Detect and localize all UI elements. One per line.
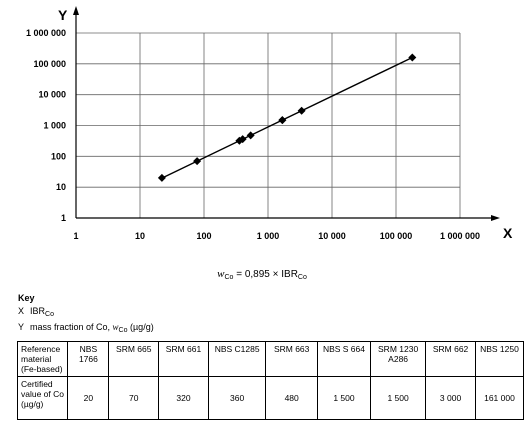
y-tick-label: 10 000 [38, 90, 66, 100]
key-row-y: Y mass fraction of Co, wCo (µg/g) [18, 321, 154, 337]
table-cell-value: 1 500 [370, 376, 427, 420]
table-cell-material: SRM 663 [265, 341, 318, 377]
table-row-materials: Reference material (Fe-based) NBS 1766 SR… [16, 341, 524, 377]
equation-w-symbol: w [217, 268, 225, 280]
y-tick-label: 10 [56, 182, 66, 192]
equation-w-subscript: Co [224, 274, 234, 281]
table-row-header-values: Certified value of Co (µg/g) [16, 376, 69, 420]
y-tick-label: 1 000 [43, 121, 66, 131]
data-point-diamond [278, 116, 287, 125]
regression-equation: wCo = 0,895 × IBRCo [0, 268, 524, 281]
data-point-diamond [193, 157, 202, 166]
table-row-header-materials: Reference material (Fe-based) [16, 341, 69, 377]
y-axis-letter: Y [58, 7, 68, 23]
y-tick-label: 1 000 000 [26, 28, 66, 38]
table-cell-material: NBS 1250 [474, 341, 524, 377]
table-cell-material: SRM 662 [425, 341, 476, 377]
y-tick-label: 100 [51, 151, 66, 161]
table-cell-value: 1 500 [316, 376, 372, 420]
key-x-text: IBRCo [30, 306, 54, 318]
reference-materials-table: Reference material (Fe-based) NBS 1766 SR… [16, 341, 524, 420]
y-tick-labels: 1 10 100 1 000 10 000 100 000 1 000 000 [26, 28, 66, 223]
chart-axes [73, 6, 500, 221]
data-point-diamond [157, 173, 166, 182]
data-point-diamond [238, 135, 247, 144]
table-cell-value: 320 [158, 376, 209, 420]
data-point-diamond [297, 106, 306, 115]
table-cell-value: 20 [67, 376, 110, 420]
data-point-diamond [408, 53, 417, 62]
equation-body: = 0,895 × IBR [233, 269, 298, 280]
y-tick-label: 100 000 [33, 59, 66, 69]
table-cell-value: 70 [108, 376, 160, 420]
fit-line [161, 56, 413, 179]
x-axis-letter: X [503, 225, 513, 241]
x-tick-labels: 1 10 100 1 000 10 000 100 000 1 000 000 [73, 231, 480, 241]
x-tick-label: 10 000 [318, 231, 346, 241]
equation-ibr-subscript: Co [297, 274, 307, 281]
x-tick-label: 1 000 [257, 231, 280, 241]
table-cell-value: 480 [265, 376, 318, 420]
x-tick-label: 1 000 000 [440, 231, 480, 241]
y-tick-label: 1 [61, 213, 66, 223]
table-cell-material: SRM 665 [108, 341, 160, 377]
log-log-chart: 1 10 100 1 000 10 000 100 000 1 000 000 1 10 100… [26, 6, 513, 241]
key-y-text: mass fraction of Co, wCo (µg/g) [30, 322, 154, 334]
table-cell-material: NBS 1766 [67, 341, 110, 377]
table-row-values: Certified value of Co (µg/g) 20 70 320 360 4… [16, 376, 524, 420]
table-cell-material: SRM 1230 A286 [370, 341, 427, 377]
fit-line-group [161, 56, 413, 179]
key-section: Key X IBRCo Y mass fraction of Co, wCo (… [18, 292, 154, 337]
x-tick-label: 100 000 [380, 231, 413, 241]
x-tick-label: 1 [73, 231, 78, 241]
table-cell-value: 360 [207, 376, 267, 420]
x-tick-label: 10 [135, 231, 145, 241]
key-y-symbol: Y [18, 322, 25, 332]
chart-grid [75, 32, 461, 219]
key-title: Key [18, 293, 35, 303]
data-points [157, 53, 417, 182]
table-cell-material: NBS C1285 [207, 341, 267, 377]
x-tick-label: 100 [196, 231, 211, 241]
table-cell-material: NBS S 664 [316, 341, 372, 377]
table-cell-value: 3 000 [425, 376, 476, 420]
table-cell-value: 161 000 [474, 376, 524, 420]
key-x-symbol: X [18, 306, 25, 316]
table-cell-material: SRM 661 [158, 341, 209, 377]
data-point-diamond [246, 131, 255, 140]
x-axis-arrow [491, 215, 500, 221]
y-axis-arrow [73, 6, 79, 15]
key-row-x: X IBRCo [18, 305, 154, 321]
